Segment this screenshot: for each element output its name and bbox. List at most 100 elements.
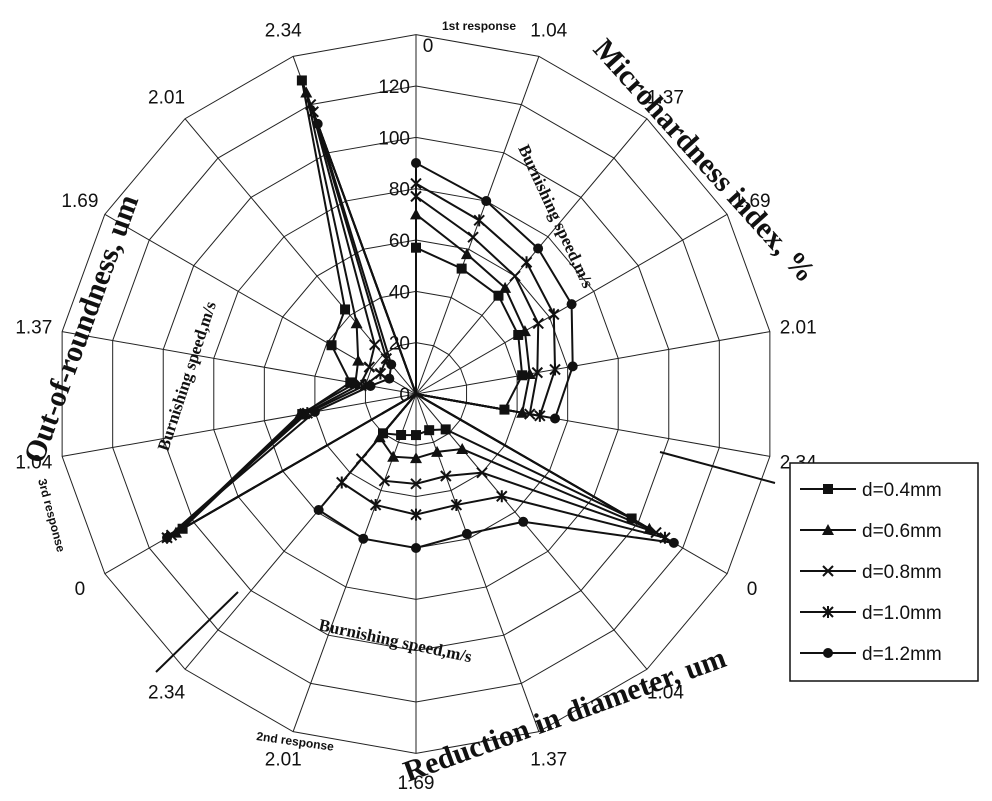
data-point: [823, 648, 833, 658]
data-point: [340, 304, 351, 315]
data-point: [467, 231, 479, 243]
microhardness-title: Microhardness index, %: [587, 33, 822, 289]
data-point: [550, 413, 561, 424]
data-point: [520, 256, 533, 269]
series-line: [415, 181, 557, 417]
spoke: [415, 118, 648, 395]
speed-tick-label: 0: [75, 579, 86, 600]
data-point: [411, 543, 421, 553]
data-point: [387, 450, 400, 462]
data-point: [363, 361, 376, 373]
data-point: [493, 290, 504, 301]
data-point: [440, 424, 451, 435]
series-line: [340, 393, 666, 539]
spoke: [415, 56, 540, 395]
data-point: [369, 498, 382, 511]
data-point: [481, 196, 492, 207]
series-d=1.2mm: [162, 118, 679, 553]
speed-tick-label: 1.69: [61, 191, 98, 212]
speed-tick-labels: 0 1.04 1.37 1.69 2.01 2.34 0 1.04 1.37 1.69 2.01 2.…: [15, 20, 817, 794]
data-point: [374, 367, 387, 380]
spoke: [292, 393, 417, 732]
data-point: [384, 373, 395, 384]
legend-item: d=0.6mm: [800, 521, 942, 542]
series-line: [166, 123, 417, 539]
data-point: [533, 243, 544, 254]
data-point: [307, 105, 319, 118]
data-point: [411, 430, 421, 441]
spoke: [104, 213, 417, 395]
legend-label: d=0.6mm: [862, 521, 942, 542]
series-line: [415, 161, 574, 420]
sector-divider: [659, 451, 776, 484]
data-point: [496, 490, 508, 503]
spoke: [415, 331, 770, 395]
legend-item: d=0.4mm: [800, 480, 942, 501]
data-point: [309, 406, 320, 417]
data-point: [460, 248, 473, 260]
legend-label: d=0.8mm: [862, 562, 942, 583]
data-point: [365, 380, 376, 391]
radial-tick-label: 40: [389, 282, 410, 303]
data-point: [668, 537, 679, 548]
data-point: [499, 281, 512, 293]
data-point: [473, 214, 485, 227]
speed-label-1: Burnishing speed,m/s: [514, 142, 597, 292]
speed-tick-label: 2.34: [265, 20, 302, 41]
legend-label: d=1.0mm: [862, 603, 942, 624]
data-point: [369, 339, 381, 351]
data-point: [822, 606, 834, 618]
speed-label-2: Burnishing speed,m/s: [317, 615, 474, 666]
response-3-label: 3rd response: [35, 477, 68, 554]
series-line: [317, 393, 675, 550]
data-point: [822, 524, 834, 535]
legend-item: d=0.8mm: [800, 562, 942, 583]
data-point: [566, 299, 577, 310]
radial-axis-ticks: 0 20 40 60 80 100 120: [378, 77, 410, 406]
data-point: [456, 443, 469, 455]
spoke: [184, 118, 417, 395]
data-point: [358, 533, 369, 544]
data-point: [386, 359, 397, 370]
speed-tick-label: 2.01: [148, 88, 185, 109]
data-point: [450, 498, 463, 511]
legend-item: d=1.0mm: [800, 603, 942, 624]
speed-tick-label: 1.69: [398, 773, 435, 794]
radial-tick-label: 20: [389, 334, 410, 355]
data-point: [396, 430, 407, 441]
data-point: [532, 317, 544, 330]
spoke: [62, 393, 417, 457]
legend-label: d=0.4mm: [862, 480, 942, 501]
data-point: [518, 516, 529, 527]
speed-tick-label: 0: [423, 36, 434, 57]
series-line: [181, 80, 417, 530]
speed-tick-label: 1.37: [647, 88, 684, 109]
data-point: [461, 528, 472, 539]
series-line: [415, 246, 524, 411]
data-point: [352, 354, 365, 366]
data-point: [410, 452, 422, 464]
speed-tick-label: 1.04: [530, 20, 567, 41]
speed-tick-label: 2.01: [265, 750, 302, 771]
speed-tick-label: 1.04: [647, 682, 684, 703]
data-point: [296, 75, 307, 86]
data-point: [410, 478, 422, 490]
radial-tick-label: 100: [378, 128, 410, 149]
data-series: [161, 75, 679, 553]
spoke: [415, 393, 648, 670]
legend-item: d=1.2mm: [800, 644, 942, 665]
data-point: [345, 377, 356, 388]
data-point: [456, 263, 467, 274]
data-point: [313, 505, 324, 516]
data-point: [517, 370, 528, 381]
data-point: [312, 118, 323, 129]
data-point: [410, 508, 422, 521]
data-point: [549, 363, 561, 376]
radial-tick-label: 0: [399, 385, 410, 406]
speed-tick-label: 1.37: [530, 750, 567, 771]
data-point: [822, 565, 834, 577]
data-point: [326, 340, 337, 351]
data-point: [567, 361, 578, 372]
data-point: [411, 158, 421, 168]
